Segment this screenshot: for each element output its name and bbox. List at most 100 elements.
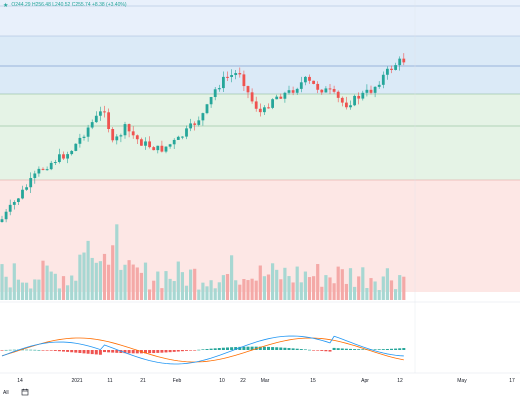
volume-bar xyxy=(217,282,221,300)
volume-bar xyxy=(156,271,160,300)
volume-bar xyxy=(283,267,287,300)
macd-histogram-bar xyxy=(127,350,131,354)
volume-bar xyxy=(402,276,406,300)
candle-body xyxy=(41,168,45,170)
volume-bar xyxy=(94,262,98,300)
volume-bar xyxy=(254,280,258,300)
volume-bar xyxy=(25,282,29,300)
macd-histogram-bar xyxy=(148,350,152,354)
volume-bar xyxy=(225,274,230,300)
volume-bar xyxy=(12,263,16,300)
volume-bar xyxy=(78,254,82,300)
volume-bar xyxy=(303,271,307,300)
candle-body xyxy=(377,84,381,87)
candle-body xyxy=(271,99,274,108)
volume-bar xyxy=(365,287,369,300)
candle-body xyxy=(103,111,106,113)
candle-body xyxy=(201,113,205,121)
macd-histogram-bar xyxy=(234,347,238,350)
macd-histogram-bar xyxy=(135,350,139,354)
volume-bar xyxy=(131,264,135,300)
macd-histogram-bar xyxy=(152,350,156,354)
macd-histogram-bar xyxy=(344,348,348,350)
candle-body xyxy=(107,112,110,130)
macd-histogram-bar xyxy=(226,347,229,350)
macd-histogram-bar xyxy=(98,350,102,355)
candle-body xyxy=(398,58,402,66)
volume-bar xyxy=(98,261,102,300)
range-all-button[interactable]: All xyxy=(3,390,9,396)
candle-body xyxy=(312,80,315,84)
macd-histogram-bar xyxy=(78,350,82,353)
star-icon[interactable]: ★ xyxy=(3,2,9,9)
volume-bar xyxy=(324,275,328,300)
macd-histogram-bar xyxy=(353,349,357,350)
volume-bar xyxy=(16,279,20,300)
candle-body xyxy=(263,107,266,113)
volume-bar xyxy=(230,255,234,300)
macd-histogram-bar xyxy=(201,349,205,350)
macd-histogram-bar xyxy=(66,350,70,352)
macd-histogram-bar xyxy=(156,350,160,353)
candle-body xyxy=(373,86,377,93)
macd-histogram-bar xyxy=(385,348,389,350)
candle-body xyxy=(267,107,270,109)
signal-line xyxy=(1,337,404,363)
candle-body xyxy=(49,162,53,170)
volume-bar xyxy=(143,262,148,300)
volume-bar xyxy=(385,268,389,300)
volume-bar xyxy=(107,264,111,300)
x-tick-label: 15 xyxy=(310,378,316,384)
volume-bar xyxy=(41,260,45,300)
macd-histogram-bar xyxy=(303,349,307,351)
macd-histogram-bar xyxy=(267,346,270,350)
macd-histogram-bar xyxy=(172,350,176,352)
x-tick-label: Apr xyxy=(361,378,369,384)
volume-bar xyxy=(361,267,365,300)
macd-histogram-bar xyxy=(332,347,336,350)
macd-histogram-bar xyxy=(29,349,33,351)
volume-bar xyxy=(238,284,242,300)
candle-body xyxy=(340,97,344,103)
volume-bar xyxy=(139,272,143,300)
candle-body xyxy=(17,198,20,202)
candle-body xyxy=(12,201,16,205)
macd-histogram-bar xyxy=(53,350,57,351)
macd-histogram-bar xyxy=(21,349,24,351)
volume-bar xyxy=(152,280,156,300)
candle-body xyxy=(29,178,33,188)
candle-body xyxy=(193,123,197,125)
volume-bar xyxy=(209,280,213,300)
candle-body xyxy=(205,104,209,114)
volume-bar xyxy=(102,253,107,300)
candle-body xyxy=(242,74,246,87)
volume-bar xyxy=(82,252,86,300)
x-tick-label: 21 xyxy=(140,378,146,384)
candle-body xyxy=(152,147,156,151)
macd-histogram-bar xyxy=(62,350,65,352)
candle-body xyxy=(394,65,397,70)
candle-body xyxy=(185,128,188,137)
volume-bar xyxy=(123,264,127,300)
volume-bar xyxy=(148,289,152,300)
candle-body xyxy=(304,76,307,83)
candle-body xyxy=(336,91,340,98)
candle-body xyxy=(62,154,65,159)
candle-body xyxy=(299,82,303,89)
timezone-icon[interactable] xyxy=(21,388,29,396)
volume-bar xyxy=(275,269,279,300)
macd-histogram-bar xyxy=(271,347,275,350)
macd-histogram-bar xyxy=(381,349,385,350)
macd-histogram-bar xyxy=(12,349,16,351)
volume-bar xyxy=(135,267,139,300)
macd-histogram-bar xyxy=(33,349,37,351)
volume-bar xyxy=(381,276,385,300)
volume-bar xyxy=(389,280,394,300)
candle-body xyxy=(99,111,102,116)
candle-body xyxy=(189,123,192,129)
volume-bar xyxy=(262,276,266,300)
macd-histogram-bar xyxy=(70,350,74,353)
candle-body xyxy=(115,136,119,141)
